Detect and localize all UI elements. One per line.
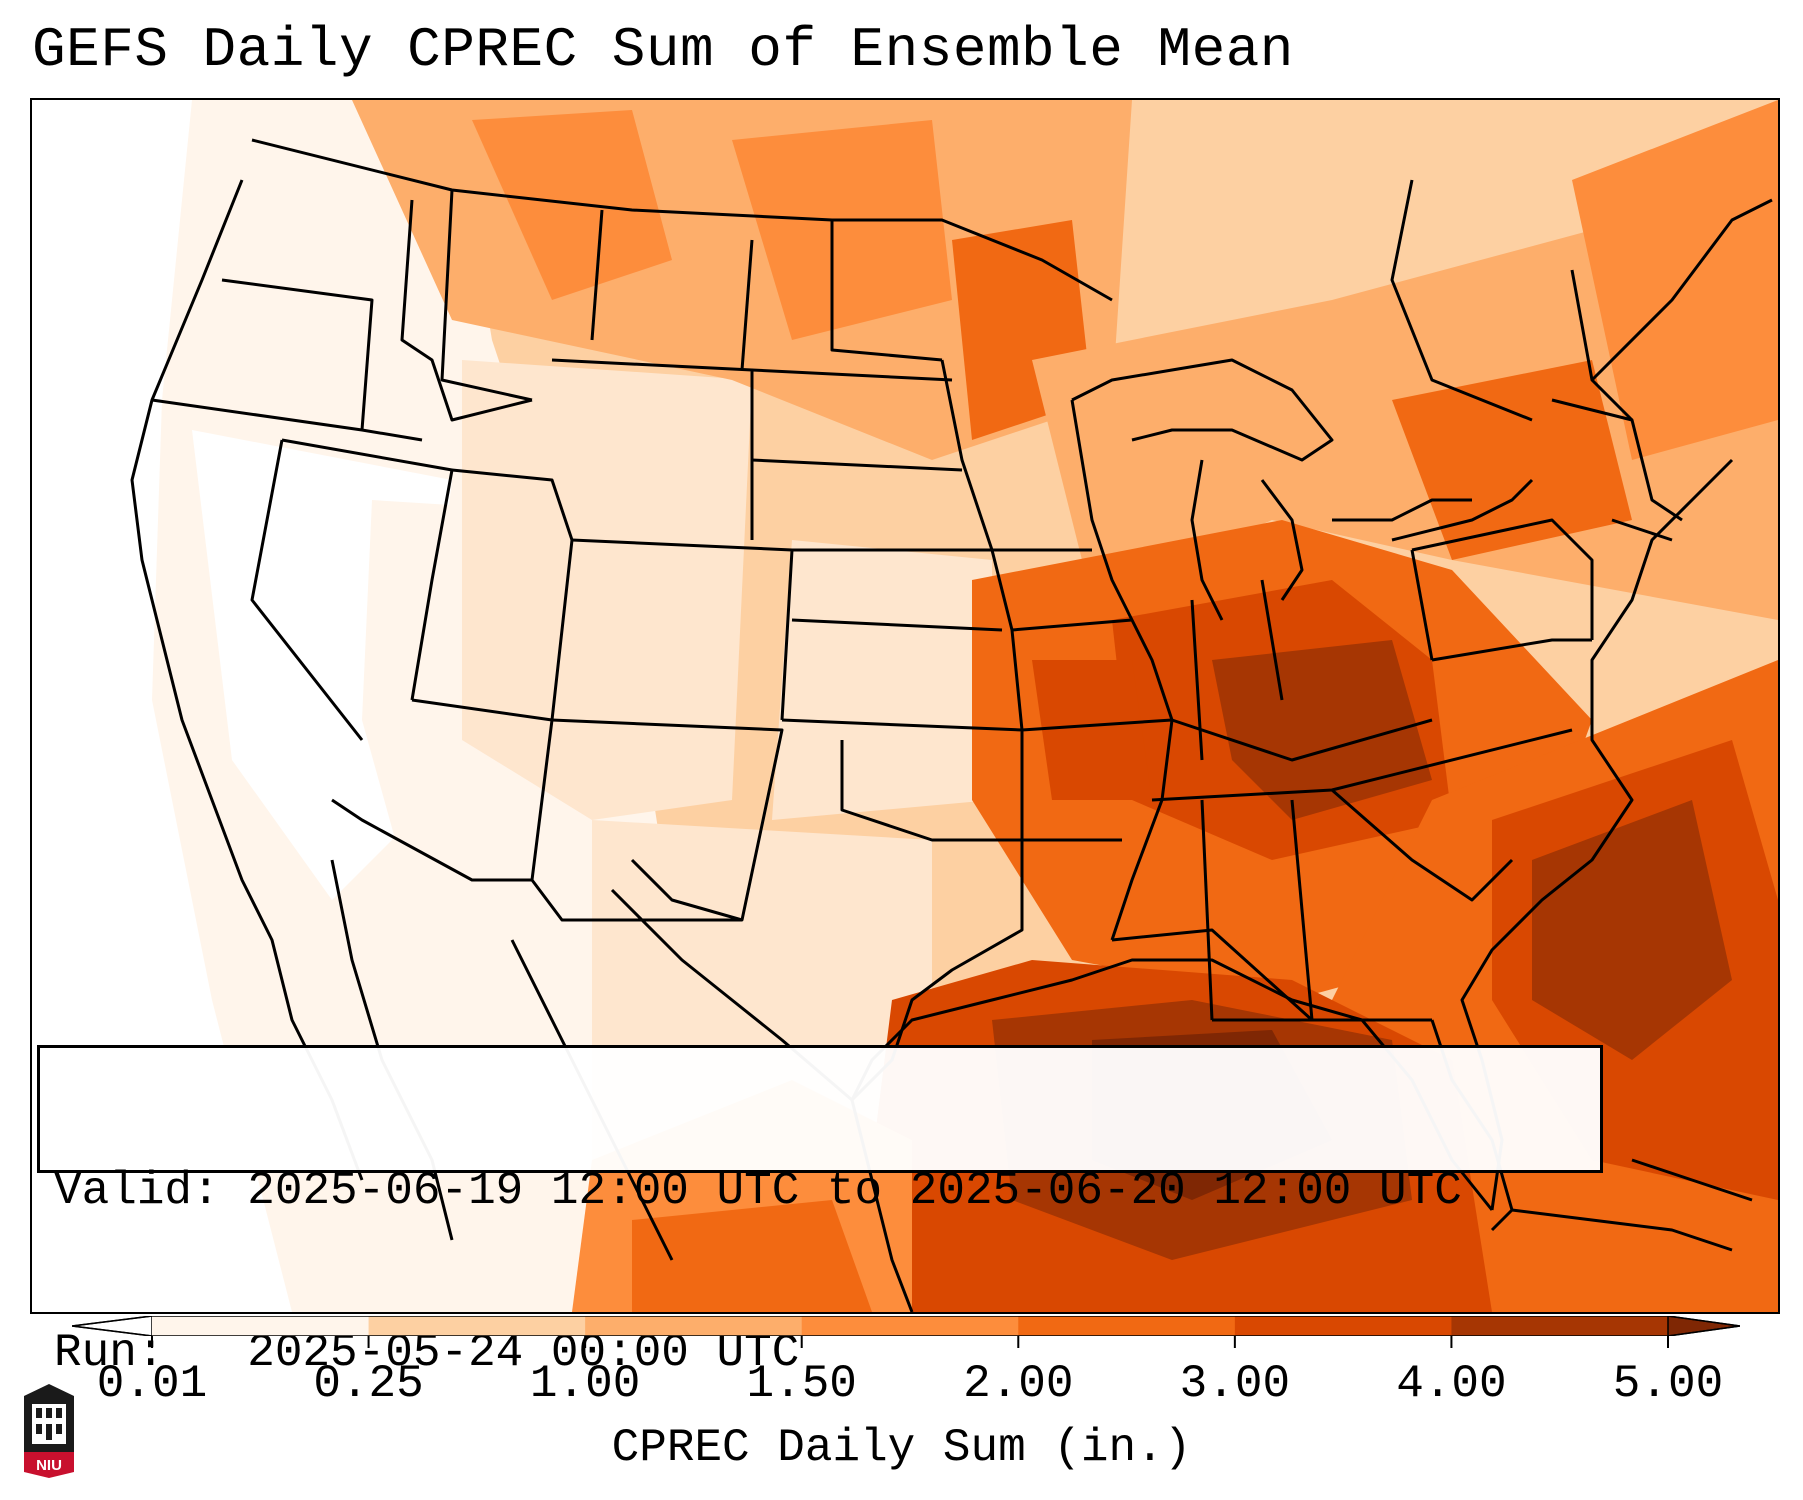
- colorbar-bin: [1234, 1316, 1452, 1336]
- colorbar-tick-label: 0.25: [313, 1358, 424, 1410]
- colorbar-tick-label: 4.00: [1396, 1358, 1507, 1410]
- logo-banner: [24, 1452, 74, 1478]
- colorbar-tick-label: 5.00: [1612, 1358, 1724, 1410]
- colorbar-bin: [1018, 1316, 1236, 1336]
- colorbar-title: CPREC Daily Sum (in.): [611, 1422, 1192, 1474]
- colorbar-tick-label: 3.00: [1179, 1358, 1291, 1410]
- colorbar-over-extension: [1667, 1316, 1740, 1336]
- map-title: GEFS Daily CPREC Sum of Ensemble Mean: [32, 18, 1294, 82]
- colorbar-tick-label: 1.00: [529, 1358, 641, 1410]
- colorbar-bin: [152, 1316, 370, 1336]
- colorbar-tick-label: 0.01: [96, 1358, 208, 1410]
- valid-time-line: Valid: 2025-06-19 12:00 UTC to 2025-06-2…: [54, 1165, 1462, 1217]
- colorbar-bin: [585, 1316, 803, 1336]
- colorbar-under-extension: [72, 1316, 153, 1336]
- colorbar-tick-label: 2.00: [963, 1358, 1074, 1410]
- logo-text: NIU: [36, 1457, 62, 1474]
- colorbar-ticks: [151, 1336, 1669, 1348]
- niu-logo: NIU: [24, 1384, 74, 1478]
- colorbar-bin: [368, 1316, 586, 1336]
- colorbar-bin: [1451, 1316, 1669, 1336]
- colorbar: [72, 1316, 1740, 1336]
- colorbar-tick-label: 1.50: [746, 1358, 857, 1410]
- valid-run-info-box: Valid: 2025-06-19 12:00 UTC to 2025-06-2…: [37, 1045, 1603, 1379]
- colorbar-bin: [801, 1316, 1019, 1336]
